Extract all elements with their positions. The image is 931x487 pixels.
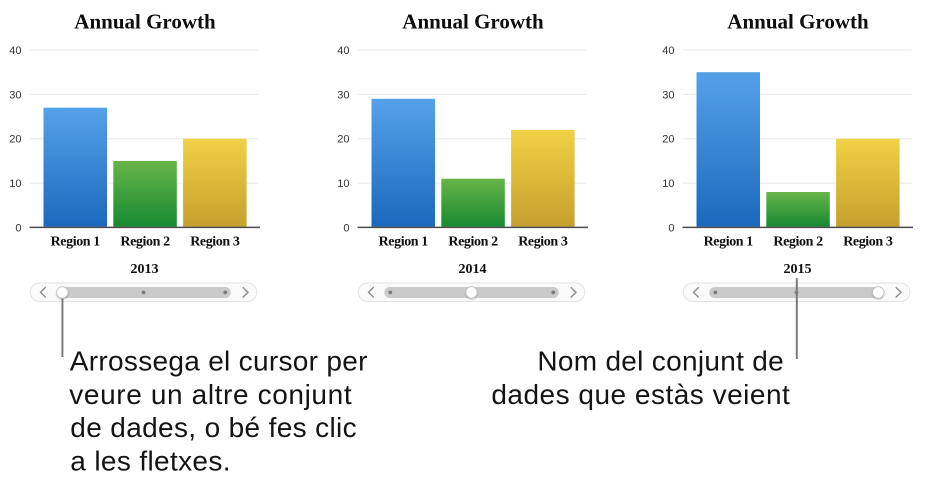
svg-text:40: 40 — [662, 45, 674, 57]
svg-text:de dades, o bé fes clic: de dades, o bé fes clic — [70, 412, 357, 443]
svg-text:2015: 2015 — [784, 262, 812, 277]
svg-text:20: 20 — [9, 134, 21, 146]
svg-text:Region 2: Region 2 — [448, 235, 498, 250]
svg-text:Region 3: Region 3 — [518, 235, 568, 250]
svg-text:Arrossega el cursor per: Arrossega el cursor per — [70, 345, 368, 376]
svg-text:10: 10 — [662, 178, 674, 190]
svg-text:Annual Growth: Annual Growth — [727, 10, 869, 34]
svg-text:Nom del conjunt de: Nom del conjunt de — [537, 345, 784, 376]
svg-text:2013: 2013 — [131, 262, 159, 277]
svg-text:Annual Growth: Annual Growth — [402, 10, 544, 34]
svg-text:Annual Growth: Annual Growth — [74, 10, 216, 34]
svg-text:10: 10 — [9, 178, 21, 190]
svg-text:20: 20 — [337, 134, 349, 146]
svg-text:dades que estàs veient: dades que estàs veient — [491, 379, 790, 410]
svg-text:Region 1: Region 1 — [379, 235, 429, 250]
svg-text:Region 1: Region 1 — [51, 235, 101, 250]
svg-text:10: 10 — [337, 178, 349, 190]
svg-text:Region 2: Region 2 — [120, 235, 170, 250]
svg-text:0: 0 — [668, 222, 674, 234]
svg-text:40: 40 — [9, 45, 21, 57]
svg-text:a les fletxes.: a les fletxes. — [70, 445, 231, 476]
svg-text:0: 0 — [15, 222, 21, 234]
svg-text:30: 30 — [662, 89, 674, 101]
svg-text:2014: 2014 — [459, 262, 487, 277]
svg-text:30: 30 — [9, 89, 21, 101]
svg-text:Region 2: Region 2 — [773, 235, 823, 250]
svg-text:Region 1: Region 1 — [704, 235, 754, 250]
svg-text:Region 3: Region 3 — [843, 235, 893, 250]
svg-text:veure un altre conjunt: veure un altre conjunt — [69, 379, 352, 410]
svg-text:20: 20 — [662, 134, 674, 146]
svg-text:0: 0 — [343, 222, 349, 234]
svg-text:Region 3: Region 3 — [190, 235, 240, 250]
svg-text:40: 40 — [337, 45, 349, 57]
svg-text:30: 30 — [337, 89, 349, 101]
